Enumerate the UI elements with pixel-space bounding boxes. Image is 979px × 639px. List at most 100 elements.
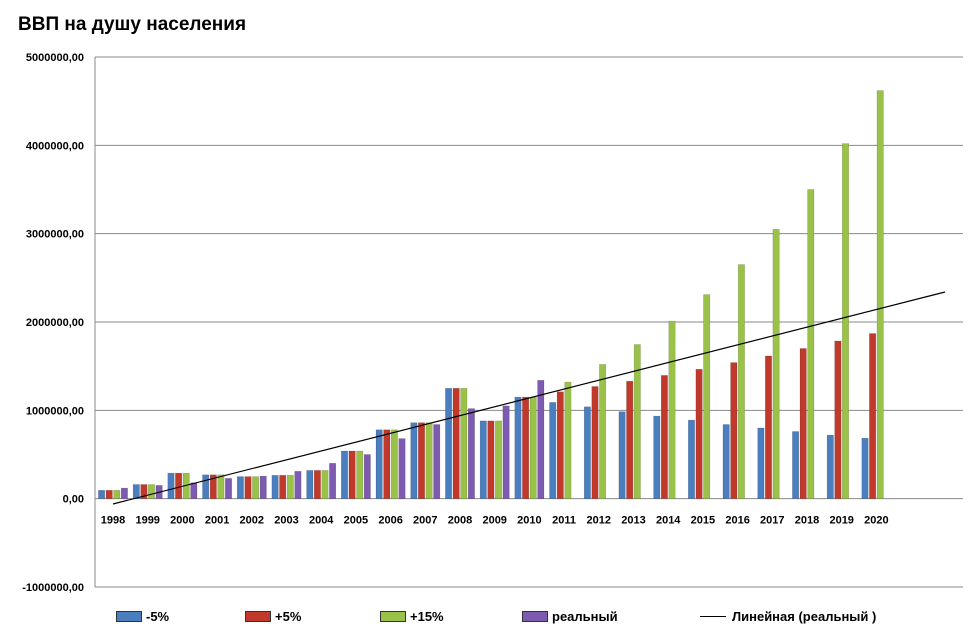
bar	[757, 427, 765, 499]
legend-item-trend: Линейная (реальный )	[700, 606, 876, 626]
bar	[618, 411, 626, 499]
bar	[279, 475, 287, 499]
legend-item-minus5: -5%	[116, 606, 169, 626]
y-tick-label: 4000000,00	[26, 140, 84, 152]
bar	[737, 264, 745, 499]
bar	[259, 475, 267, 499]
x-tick-label: 1999	[135, 515, 159, 527]
bar	[522, 396, 530, 499]
bar	[329, 463, 337, 499]
bar	[668, 320, 676, 499]
bar	[398, 438, 406, 499]
x-axis-ticks: 1998 1999 2000 2001 2002 2003 2004 2005 2006 2007…	[101, 515, 889, 527]
bar	[842, 143, 849, 499]
x-tick-label: 2000	[170, 515, 194, 527]
x-tick-label: 2001	[205, 515, 229, 527]
y-tick-label: -1000000,00	[22, 582, 84, 594]
x-tick-label: 2005	[344, 515, 368, 527]
bar	[175, 472, 183, 499]
bar	[529, 396, 537, 499]
legend-label-plus15: +15%	[410, 608, 444, 624]
bar	[217, 474, 225, 499]
bar	[321, 470, 329, 499]
x-tick-label: 2016	[725, 515, 749, 527]
bar	[313, 470, 321, 499]
bar	[722, 424, 730, 499]
bar	[410, 422, 418, 499]
legend-swatch-plus5	[245, 610, 271, 622]
bar	[98, 490, 106, 499]
bar	[286, 475, 294, 499]
bar	[703, 294, 711, 499]
bar	[445, 388, 453, 499]
bar	[834, 340, 842, 499]
bar	[294, 471, 302, 499]
bar	[271, 475, 279, 499]
bar	[452, 388, 460, 499]
y-tick-label: 2000000,00	[26, 317, 84, 329]
y-axis-ticks: 5000000,00 4000000,00 3000000,00 2000000,00…	[22, 52, 84, 594]
x-tick-label: 2012	[587, 515, 611, 527]
bar	[591, 386, 599, 499]
legend-label-plus5: +5%	[275, 608, 302, 624]
legend-swatch-trend	[700, 615, 726, 617]
bar	[190, 482, 198, 499]
bar	[390, 429, 398, 499]
bar	[140, 484, 148, 499]
bar	[633, 344, 641, 499]
bar	[556, 391, 564, 499]
y-tick-label: 5000000,00	[26, 52, 84, 64]
legend-item-plus5: +5%	[245, 606, 301, 626]
bar	[514, 396, 522, 499]
bar	[876, 90, 884, 499]
x-tick-label: 2008	[448, 515, 472, 527]
bar	[348, 450, 356, 499]
bar	[375, 429, 383, 499]
bar	[306, 470, 314, 499]
bar	[765, 355, 772, 499]
x-tick-label: 2020	[864, 515, 888, 527]
legend: -5% +5% +15% реальный Линейная (реальный…	[0, 606, 979, 630]
bar	[244, 476, 252, 499]
bar	[792, 431, 800, 499]
bar	[418, 422, 425, 499]
chart-title: ВВП на душу населения	[18, 14, 247, 35]
bar	[467, 408, 475, 499]
x-tick-label: 2009	[482, 515, 506, 527]
bar	[626, 380, 634, 499]
y-tick-label: 0,00	[63, 494, 84, 506]
legend-label-minus5: -5%	[146, 608, 170, 624]
bar	[799, 348, 807, 499]
x-tick-label: 1998	[101, 515, 125, 527]
legend-label-real: реальный	[552, 608, 618, 624]
bar	[225, 478, 232, 499]
bar	[425, 422, 433, 499]
x-tick-label: 2003	[274, 515, 298, 527]
legend-item-real: реальный	[522, 606, 618, 626]
bar	[695, 369, 703, 499]
bar	[826, 434, 834, 499]
bar	[599, 364, 607, 499]
x-tick-label: 2007	[413, 515, 437, 527]
bar	[487, 420, 495, 499]
bar	[730, 362, 738, 499]
y-tick-label: 3000000,00	[26, 229, 84, 241]
legend-swatch-plus15	[380, 610, 406, 622]
bar	[807, 189, 815, 499]
bar	[167, 472, 175, 499]
bar	[502, 405, 510, 499]
legend-item-plus15: +15%	[380, 606, 444, 626]
legend-swatch-real	[522, 610, 548, 622]
x-tick-label: 2019	[829, 515, 853, 527]
bar	[113, 490, 121, 499]
bar	[363, 454, 371, 499]
bar-series	[98, 90, 884, 499]
trendline	[112, 291, 946, 505]
x-tick-label: 2017	[760, 515, 784, 527]
bar	[772, 229, 780, 499]
bar	[202, 474, 210, 499]
bar	[105, 490, 113, 499]
x-tick-label: 2010	[517, 515, 541, 527]
bar	[356, 450, 364, 499]
bar	[120, 487, 128, 499]
